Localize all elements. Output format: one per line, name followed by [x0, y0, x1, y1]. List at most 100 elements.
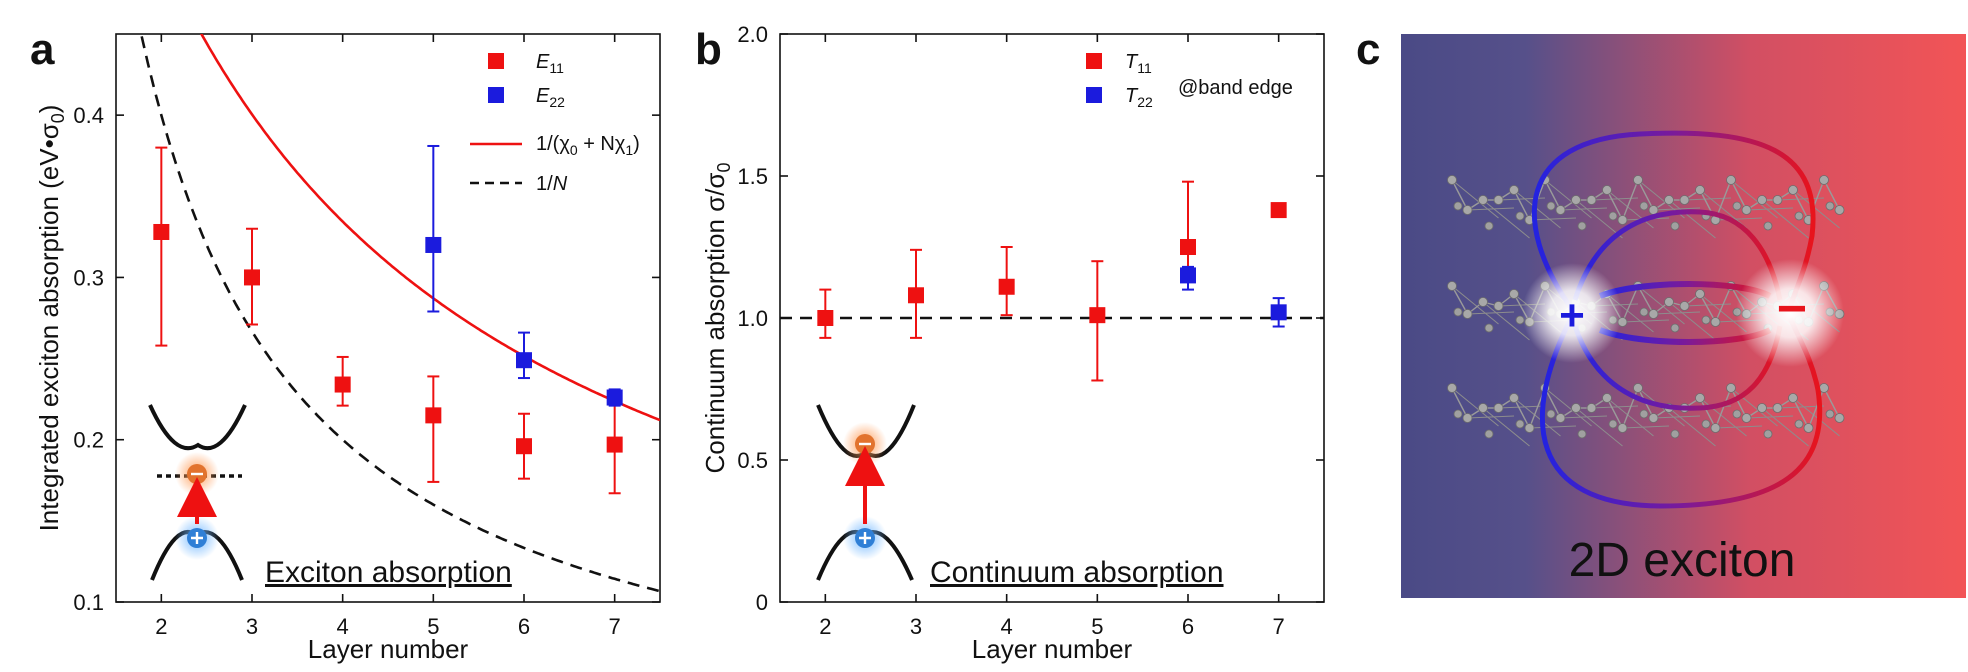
lattice-bond [1544, 387, 1562, 419]
lattice-atom [1794, 211, 1804, 221]
panel-b: b 2 3 4 5 6 7 0 0.5 1.0 1.5 2.0 Layer number Conti… [695, 22, 1325, 664]
lattice-atom [1757, 195, 1767, 205]
lattice-bond [1560, 415, 1608, 419]
lattice-bond [1715, 425, 1763, 429]
points-a [153, 144, 623, 495]
lattice-bond [1467, 207, 1515, 211]
lattice-bond [1544, 179, 1592, 219]
y-axis-label-a: Integrated exciton absorption (eV•σ0) [34, 105, 68, 532]
lattice-bond [1606, 397, 1624, 429]
lattice-atom [1478, 297, 1488, 307]
a-xtick-label: 2 [155, 614, 167, 639]
lattice-bond [1451, 285, 1499, 325]
hole-plus-c: + [1559, 291, 1585, 340]
lattice-bond [1622, 319, 1670, 323]
panel-label-c: c [1356, 25, 1380, 74]
a-xtick-label: 5 [427, 614, 439, 639]
lattice-atom [1555, 413, 1566, 423]
lattice-atom [1664, 195, 1674, 205]
lattice-bond [1746, 415, 1794, 419]
electron-minus-c: − [1777, 280, 1807, 338]
b-point-t11 [817, 310, 834, 326]
hole-plus-b [859, 532, 871, 544]
lattice-bond [1513, 189, 1531, 221]
lattice-bond [1621, 179, 1639, 221]
lattice-bond [1807, 387, 1825, 429]
lattice-bond [1715, 217, 1763, 221]
lattice-bond [1823, 179, 1841, 211]
exciton-background [1401, 34, 1966, 598]
lattice-bond [1451, 179, 1469, 211]
lattice-atom [1726, 175, 1736, 185]
lattice-bond [1513, 397, 1561, 437]
a-point-e11 [606, 436, 623, 453]
lattice-atom [1493, 301, 1504, 311]
lattice-bond [1653, 311, 1701, 315]
lattice-bond [1792, 397, 1840, 437]
lattice-bond [1467, 311, 1515, 315]
lattice-atom [1453, 307, 1463, 317]
x-axis-label-b: Layer number [972, 634, 1133, 664]
lattice-atom [1732, 409, 1742, 419]
b-ytick-label: 2.0 [737, 22, 768, 47]
lattice-bond [1544, 387, 1592, 427]
lattice-bond [1621, 285, 1639, 323]
lattice-atom [1586, 403, 1597, 413]
lattice-atom [1670, 221, 1680, 231]
lattice-bond [1699, 397, 1717, 429]
lattice-bond [1746, 207, 1794, 211]
lattice-bond [1668, 301, 1716, 341]
lattice-atom [1633, 175, 1643, 185]
lattice-atom [1710, 317, 1721, 327]
points-b [817, 180, 1287, 382]
b-xtick-label: 4 [1001, 614, 1013, 639]
lattice-atom [1546, 409, 1556, 419]
inset-label-b: Continuum absorption [930, 556, 1224, 589]
a-xtick-label: 7 [609, 614, 621, 639]
lattice-atom [1447, 383, 1457, 393]
lattice-bond [1637, 179, 1655, 211]
lattice-bond [1513, 397, 1531, 429]
b-point-t11 [1089, 307, 1106, 324]
lattice-bond [1699, 293, 1717, 323]
b-xtick-label: 6 [1182, 614, 1194, 639]
lattice-atom [1648, 205, 1659, 215]
a-xtick-label: 4 [337, 614, 349, 639]
field-loop-inner-bottom [1572, 325, 1783, 411]
lattice-bond [1730, 179, 1748, 211]
lattice-atom [1695, 185, 1705, 195]
lattice-bond [1482, 301, 1530, 341]
lattice-bond [1451, 285, 1469, 315]
lattice-bond [1467, 415, 1515, 419]
a-xtick-label: 6 [518, 614, 530, 639]
lattice-bond [1451, 179, 1499, 219]
lattice-atom [1695, 393, 1705, 403]
lattice-atom [1462, 413, 1473, 423]
inset-continuum-schematic [816, 404, 916, 581]
a-ytick-label: 0.4 [73, 103, 104, 128]
curves-a [139, 34, 660, 593]
inset-exciton-schematic [148, 404, 247, 581]
lattice-atom [1648, 413, 1659, 423]
lattice-atom [1633, 383, 1643, 393]
b-point-t22 [1180, 267, 1196, 284]
lattice-atom [1546, 201, 1556, 211]
panel-label-b: b [695, 25, 722, 74]
lattice-bond [1653, 207, 1701, 211]
lattice-bond [1730, 387, 1748, 419]
lattice-atom [1834, 205, 1845, 215]
legend-label-t22: T22 [1125, 85, 1153, 110]
b-point-t11 [1180, 239, 1196, 255]
a-ytick-label: 0.1 [73, 590, 104, 615]
field-loop-inner-top [1572, 209, 1783, 301]
plot-frame-a [115, 33, 661, 603]
legend-marker-t11 [1086, 53, 1102, 69]
b-xtick-label: 7 [1273, 614, 1285, 639]
band-edge-note: @band edge [1178, 77, 1293, 99]
lattice-atom [1788, 185, 1798, 195]
b-point-t11 [1270, 202, 1287, 219]
ticks-b: 2 3 4 5 6 7 0 0.5 1.0 1.5 2.0 [737, 22, 1324, 639]
lattice-atom [1577, 429, 1587, 439]
lattice-atom [1453, 409, 1463, 419]
lattice-bond [1668, 199, 1716, 239]
